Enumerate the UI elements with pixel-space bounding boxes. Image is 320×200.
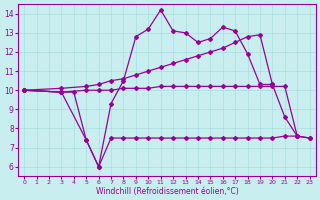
- X-axis label: Windchill (Refroidissement éolien,°C): Windchill (Refroidissement éolien,°C): [96, 187, 238, 196]
